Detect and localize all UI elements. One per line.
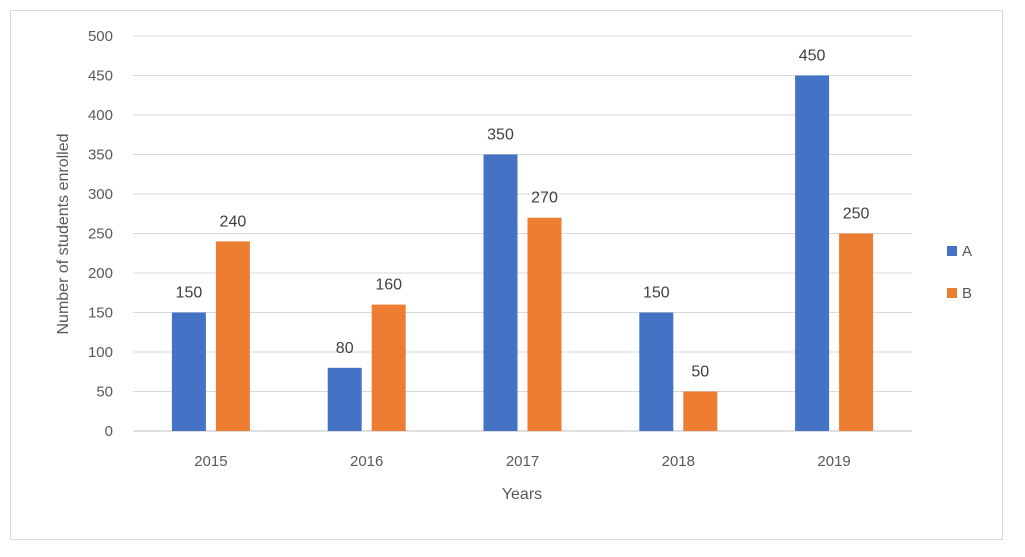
bar-a [327,367,362,431]
y-tick-label: 350 [88,147,113,164]
x-tick-label: 2019 [817,453,850,470]
x-tick-label: 2015 [194,453,227,470]
data-label: 270 [531,190,558,207]
y-tick-label: 400 [88,107,113,124]
y-axis-ticks: 0 50 100 150 200 250 300 350 400 450 500 [88,28,113,440]
y-tick-label: 200 [88,265,113,282]
bar-b [371,304,406,431]
y-tick-label: 300 [88,186,113,203]
legend-label-b: B [962,285,972,302]
y-tick-label: 250 [88,226,113,243]
y-tick-label: 0 [105,423,113,440]
data-label: 250 [843,206,870,223]
legend-swatch-a [947,246,957,256]
bar-b [683,391,718,431]
bar-b [215,241,250,431]
data-label: 350 [487,127,514,144]
data-label: 50 [691,364,709,381]
legend-swatch-b [947,288,957,298]
data-label: 160 [375,277,402,294]
y-tick-label: 100 [88,344,113,361]
x-tick-label: 2018 [662,453,695,470]
bars [171,75,874,431]
y-tick-label: 150 [88,305,113,322]
y-tick-label: 450 [88,68,113,85]
bar-a [483,154,518,431]
data-label: 150 [176,285,203,302]
legend: AB [947,243,972,302]
data-label: 80 [336,340,354,357]
bar-b [839,233,874,431]
bar-b [527,217,562,431]
x-axis-ticks: 2015 2016 2017 2018 2019 [194,453,851,470]
data-labels: 150 240 80 160 350 270 150 50 450 250 [176,48,870,381]
data-label: 450 [799,48,826,65]
legend-label-a: A [962,243,972,260]
x-tick-label: 2016 [350,453,383,470]
data-label: 240 [220,213,247,230]
y-tick-label: 500 [88,28,113,45]
y-axis-label: Number of students enrolled [55,134,72,335]
bar-a [795,75,830,431]
x-axis-label: Years [502,486,542,503]
data-label: 150 [643,285,670,302]
gridlines [133,35,912,432]
x-tick-label: 2017 [506,453,539,470]
y-tick-label: 50 [96,384,113,401]
bar-a [171,312,206,431]
bar-a [639,312,674,431]
